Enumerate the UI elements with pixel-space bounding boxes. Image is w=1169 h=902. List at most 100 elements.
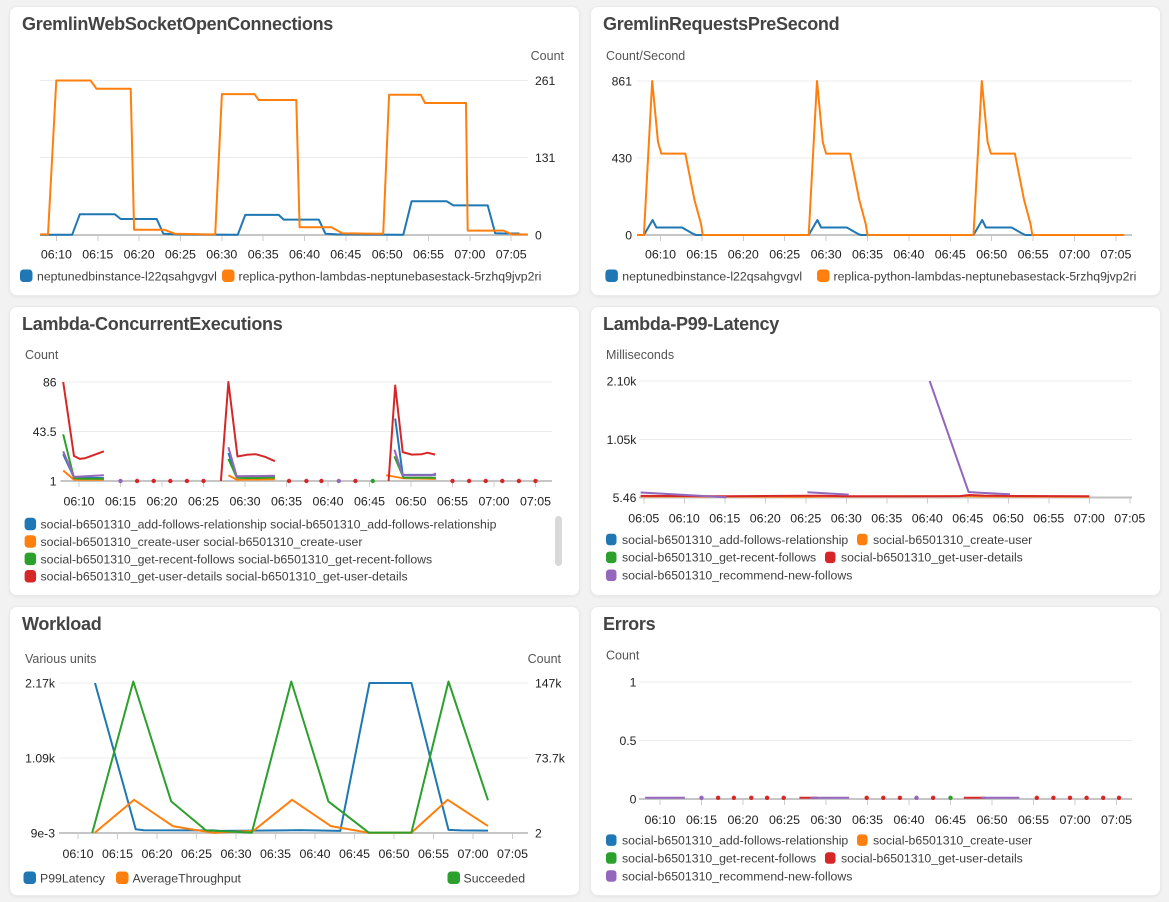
svg-text:Count: Count bbox=[606, 649, 640, 663]
svg-text:06:30: 06:30 bbox=[831, 511, 862, 525]
svg-text:1.09k: 1.09k bbox=[25, 752, 56, 766]
svg-text:06:25: 06:25 bbox=[181, 847, 212, 861]
svg-text:07:00: 07:00 bbox=[1059, 813, 1090, 827]
svg-text:06:05: 06:05 bbox=[628, 511, 659, 525]
svg-text:social-b6501310_get-user-detai: social-b6501310_get-user-details social-… bbox=[41, 570, 408, 584]
svg-text:1.05k: 1.05k bbox=[607, 433, 638, 447]
svg-text:07:05: 07:05 bbox=[497, 847, 528, 861]
svg-text:131: 131 bbox=[535, 151, 556, 165]
svg-text:social-b6501310_get-recent-fol: social-b6501310_get-recent-follows socia… bbox=[41, 552, 433, 566]
svg-text:neptunedbinstance-l22qsahgvgvl: neptunedbinstance-l22qsahgvgvl bbox=[37, 270, 217, 284]
svg-text:06:30: 06:30 bbox=[229, 495, 260, 509]
svg-text:Milliseconds: Milliseconds bbox=[606, 348, 674, 362]
svg-text:social-b6501310_add-follows-re: social-b6501310_add-follows-relationship… bbox=[41, 518, 497, 532]
svg-text:06:45: 06:45 bbox=[339, 847, 370, 861]
svg-text:07:00: 07:00 bbox=[1059, 247, 1090, 261]
svg-text:147k: 147k bbox=[535, 677, 562, 691]
svg-text:07:05: 07:05 bbox=[1114, 511, 1145, 525]
svg-text:06:50: 06:50 bbox=[372, 247, 403, 261]
svg-text:06:45: 06:45 bbox=[354, 495, 385, 509]
svg-text:06:50: 06:50 bbox=[976, 247, 1007, 261]
svg-text:06:45: 06:45 bbox=[952, 511, 983, 525]
svg-text:06:10: 06:10 bbox=[669, 511, 700, 525]
svg-text:43.5: 43.5 bbox=[33, 425, 57, 439]
svg-text:06:40: 06:40 bbox=[312, 495, 343, 509]
svg-text:07:05: 07:05 bbox=[496, 247, 527, 261]
svg-text:86: 86 bbox=[43, 376, 57, 390]
svg-text:replica-python-lambdas-neptune: replica-python-lambdas-neptunebasestack-… bbox=[834, 270, 1137, 284]
svg-text:06:20: 06:20 bbox=[146, 495, 177, 509]
svg-text:06:20: 06:20 bbox=[750, 511, 781, 525]
svg-text:06:35: 06:35 bbox=[271, 495, 302, 509]
svg-text:261: 261 bbox=[535, 74, 556, 88]
svg-text:07:00: 07:00 bbox=[454, 247, 485, 261]
svg-text:Count: Count bbox=[25, 348, 59, 362]
svg-text:06:35: 06:35 bbox=[260, 847, 291, 861]
svg-text:replica-python-lambdas-neptune: replica-python-lambdas-neptunebasestack-… bbox=[239, 270, 542, 284]
svg-text:9e-3: 9e-3 bbox=[31, 827, 56, 841]
svg-text:social-b6501310_get-recent-fol: social-b6501310_get-recent-follows bbox=[622, 851, 816, 865]
svg-text:0.5: 0.5 bbox=[619, 734, 636, 748]
svg-text:social-b6501310_recommend-new-: social-b6501310_recommend-new-follows bbox=[622, 569, 852, 583]
svg-text:06:40: 06:40 bbox=[893, 247, 924, 261]
svg-text:06:15: 06:15 bbox=[82, 247, 113, 261]
svg-text:06:35: 06:35 bbox=[852, 247, 883, 261]
svg-text:861: 861 bbox=[612, 75, 633, 89]
svg-text:07:05: 07:05 bbox=[1101, 813, 1132, 827]
svg-text:06:10: 06:10 bbox=[644, 813, 675, 827]
svg-text:06:45: 06:45 bbox=[935, 813, 966, 827]
svg-text:0: 0 bbox=[630, 793, 637, 807]
svg-text:06:45: 06:45 bbox=[935, 247, 966, 261]
svg-text:1: 1 bbox=[630, 676, 637, 690]
svg-text:social-b6501310_recommend-new-: social-b6501310_recommend-new-follows bbox=[622, 869, 852, 883]
svg-text:06:15: 06:15 bbox=[686, 813, 717, 827]
svg-text:2.17k: 2.17k bbox=[25, 677, 56, 691]
svg-text:0: 0 bbox=[535, 229, 542, 243]
svg-text:07:05: 07:05 bbox=[1100, 247, 1131, 261]
svg-text:social-b6501310_get-recent-fol: social-b6501310_get-recent-follows bbox=[622, 551, 816, 565]
svg-text:06:55: 06:55 bbox=[1018, 247, 1049, 261]
svg-text:06:25: 06:25 bbox=[769, 813, 800, 827]
svg-text:06:20: 06:20 bbox=[728, 247, 759, 261]
svg-text:social-b6501310_get-user-detai: social-b6501310_get-user-details bbox=[841, 851, 1023, 865]
svg-text:social-b6501310_get-user-detai: social-b6501310_get-user-details bbox=[841, 551, 1023, 565]
svg-text:2: 2 bbox=[535, 827, 542, 841]
svg-text:06:40: 06:40 bbox=[912, 511, 943, 525]
svg-text:1: 1 bbox=[50, 475, 57, 489]
svg-text:2.10k: 2.10k bbox=[607, 375, 638, 389]
svg-text:social-b6501310_create-user: social-b6501310_create-user bbox=[873, 834, 1032, 848]
svg-text:06:10: 06:10 bbox=[62, 847, 93, 861]
svg-text:06:20: 06:20 bbox=[727, 813, 758, 827]
svg-text:06:55: 06:55 bbox=[1018, 813, 1049, 827]
svg-text:06:40: 06:40 bbox=[893, 813, 924, 827]
svg-text:06:15: 06:15 bbox=[686, 247, 717, 261]
svg-text:Count: Count bbox=[531, 49, 565, 63]
svg-text:Succeeded: Succeeded bbox=[464, 872, 526, 886]
svg-text:06:55: 06:55 bbox=[437, 495, 468, 509]
svg-text:06:25: 06:25 bbox=[790, 511, 821, 525]
svg-text:06:40: 06:40 bbox=[299, 847, 330, 861]
svg-text:06:35: 06:35 bbox=[871, 511, 902, 525]
svg-text:06:30: 06:30 bbox=[810, 813, 841, 827]
svg-text:social-b6501310_create-user: social-b6501310_create-user bbox=[873, 533, 1032, 547]
svg-text:06:15: 06:15 bbox=[105, 495, 136, 509]
svg-text:07:00: 07:00 bbox=[1074, 511, 1105, 525]
svg-text:06:35: 06:35 bbox=[248, 247, 279, 261]
svg-text:06:10: 06:10 bbox=[41, 247, 72, 261]
svg-text:Various units: Various units bbox=[25, 652, 96, 666]
svg-text:P99Latency: P99Latency bbox=[40, 872, 106, 886]
svg-text:06:45: 06:45 bbox=[330, 247, 361, 261]
svg-text:AverageThroughput: AverageThroughput bbox=[133, 872, 242, 886]
svg-text:neptunedbinstance-l22qsahgvgvl: neptunedbinstance-l22qsahgvgvl bbox=[622, 270, 802, 284]
svg-text:06:25: 06:25 bbox=[188, 495, 219, 509]
svg-text:06:15: 06:15 bbox=[709, 511, 740, 525]
svg-text:06:40: 06:40 bbox=[289, 247, 320, 261]
svg-text:06:30: 06:30 bbox=[220, 847, 251, 861]
svg-text:Count/Second: Count/Second bbox=[606, 49, 685, 63]
svg-text:06:30: 06:30 bbox=[811, 247, 842, 261]
svg-text:430: 430 bbox=[612, 152, 633, 166]
svg-text:06:50: 06:50 bbox=[976, 813, 1007, 827]
svg-text:06:20: 06:20 bbox=[141, 847, 172, 861]
svg-text:06:25: 06:25 bbox=[165, 247, 196, 261]
svg-text:0: 0 bbox=[625, 229, 632, 243]
